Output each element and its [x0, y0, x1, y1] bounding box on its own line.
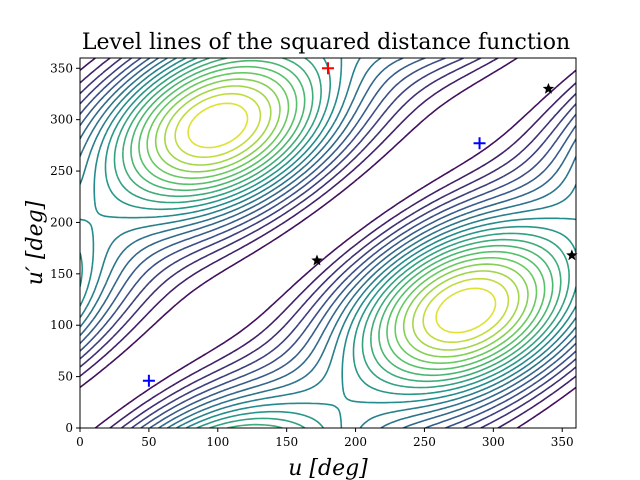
contour-level-6 — [80, 58, 576, 428]
x-tick-label: 50 — [141, 435, 156, 449]
x-tick-label: 200 — [344, 435, 367, 449]
x-axis-ticks: 0 50 100 150 200 250 300 350 — [76, 428, 574, 449]
contour-level-15 — [138, 65, 546, 371]
contour-level-10 — [80, 58, 576, 428]
y-tick-label: 0 — [65, 421, 73, 435]
markers — [142, 62, 578, 387]
y-tick-label: 300 — [50, 113, 73, 127]
star-marker — [566, 249, 578, 261]
y-tick-label: 250 — [50, 164, 73, 178]
contour-level-18 — [164, 85, 520, 351]
contour-level-3 — [80, 58, 576, 428]
x-tick-label: 100 — [206, 435, 229, 449]
y-axis-label: u′ [deg] — [23, 200, 48, 285]
plot-frame — [79, 57, 577, 429]
contour-level-17 — [154, 78, 529, 358]
y-axis-ticks: 0 50 100 150 200 250 300 350 — [50, 61, 80, 435]
plus-marker — [322, 62, 334, 75]
contour-level-8 — [80, 58, 576, 428]
plus-marker — [142, 374, 155, 387]
x-tick-label: 350 — [551, 435, 574, 449]
y-tick-label: 50 — [58, 370, 73, 384]
y-tick-label: 200 — [50, 215, 73, 229]
contour-level-9 — [80, 58, 576, 428]
contour-lines — [80, 58, 576, 428]
y-tick-label: 100 — [50, 318, 73, 332]
x-tick-label: 150 — [275, 435, 298, 449]
contour-level-19 — [174, 92, 510, 343]
y-tick-label: 350 — [50, 61, 73, 75]
contour-level-16 — [146, 72, 538, 364]
x-axis-label: u [deg] — [288, 456, 368, 480]
star-marker — [311, 254, 323, 266]
y-tick-label: 150 — [50, 267, 73, 281]
contour-level-20 — [187, 102, 497, 334]
contour-level-5 — [80, 58, 576, 428]
contour-level-14 — [130, 59, 554, 377]
contour-level-2 — [80, 58, 576, 428]
chart-title: Level lines of the squared distance func… — [82, 30, 570, 55]
plus-marker — [473, 137, 486, 150]
x-tick-label: 250 — [413, 435, 436, 449]
x-tick-label: 0 — [76, 435, 84, 449]
star-marker — [542, 82, 555, 94]
contour-level-7 — [80, 58, 576, 428]
x-tick-label: 300 — [482, 435, 505, 449]
